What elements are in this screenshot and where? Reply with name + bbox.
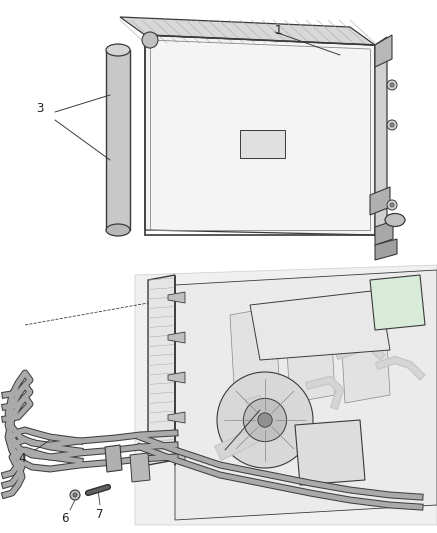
Polygon shape (295, 420, 365, 485)
Circle shape (390, 203, 394, 207)
Circle shape (390, 123, 394, 127)
Polygon shape (105, 445, 122, 472)
Polygon shape (145, 35, 375, 235)
Text: 3: 3 (36, 101, 44, 115)
Text: 7: 7 (96, 508, 104, 521)
Ellipse shape (385, 214, 405, 227)
Circle shape (243, 398, 287, 442)
Circle shape (73, 493, 77, 497)
Text: 6: 6 (61, 512, 69, 524)
Bar (240, 130, 285, 158)
Ellipse shape (106, 44, 130, 56)
Polygon shape (375, 35, 392, 67)
Polygon shape (375, 221, 393, 245)
Circle shape (387, 80, 397, 90)
Polygon shape (370, 187, 390, 215)
Polygon shape (340, 307, 390, 403)
Circle shape (258, 413, 272, 427)
Polygon shape (130, 453, 150, 482)
Circle shape (70, 490, 80, 500)
Circle shape (142, 32, 158, 48)
Text: 1: 1 (274, 23, 282, 36)
Polygon shape (175, 270, 437, 520)
Polygon shape (148, 275, 175, 465)
Circle shape (390, 83, 394, 87)
Polygon shape (106, 50, 130, 230)
Polygon shape (168, 332, 185, 343)
Polygon shape (120, 17, 375, 45)
Polygon shape (135, 265, 437, 525)
Polygon shape (250, 290, 390, 360)
Polygon shape (230, 307, 280, 403)
Polygon shape (168, 452, 185, 463)
Polygon shape (168, 412, 185, 423)
Polygon shape (375, 37, 387, 235)
Ellipse shape (106, 224, 130, 236)
Circle shape (387, 120, 397, 130)
Polygon shape (168, 292, 185, 303)
Polygon shape (168, 372, 185, 383)
Polygon shape (285, 307, 335, 403)
Circle shape (387, 200, 397, 210)
Circle shape (217, 372, 313, 468)
Text: 4: 4 (18, 453, 26, 465)
Polygon shape (370, 275, 425, 330)
Polygon shape (375, 239, 397, 260)
